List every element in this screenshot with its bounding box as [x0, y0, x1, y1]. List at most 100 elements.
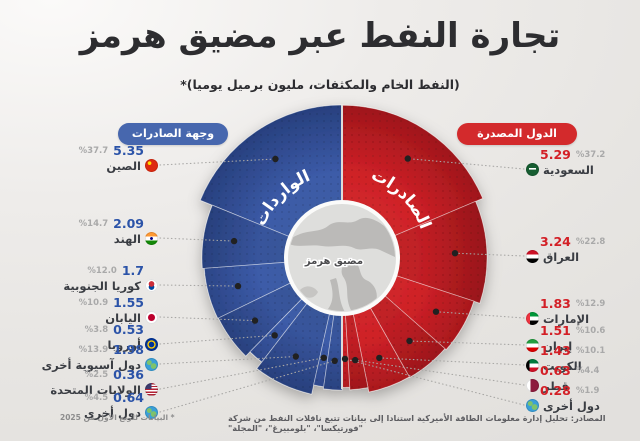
country-percent: %2.5 — [84, 369, 109, 380]
country-item-right-4: 1.43 %10.1 الكويت — [526, 343, 640, 373]
country-flag-icon — [526, 163, 539, 176]
country-item-left-6: 0.36 %2.5 الولايات المتحدة — [28, 367, 158, 397]
country-value-row: 0.63 %4.4 — [526, 363, 640, 378]
country-value-row: 0.53 %3.8 — [28, 322, 158, 337]
country-name: الصين — [106, 158, 141, 173]
country-value-row: 0.28 %1.9 — [526, 383, 640, 398]
country-percent: %12.0 — [87, 265, 117, 276]
country-value: 1.7 — [121, 263, 144, 278]
country-name-row: قطر — [526, 378, 640, 393]
country-flag-icon — [145, 232, 158, 245]
country-value-row: 0.64 %4.5 — [28, 390, 158, 405]
country-flag-icon — [526, 250, 539, 263]
country-name: الكويت — [543, 358, 582, 373]
country-value: 1.83 — [540, 296, 571, 311]
country-name: دول آسيوية أخرى — [41, 357, 141, 372]
country-flag-icon — [526, 339, 539, 352]
country-name-row: الصين — [28, 158, 158, 173]
country-percent: %37.7 — [78, 145, 109, 156]
country-item-right-5: 0.63 %4.4 قطر — [526, 363, 640, 393]
leader-line — [435, 311, 525, 319]
leader-line — [344, 358, 525, 406]
country-item-left-5: 1.98 %13.9 دول آسيوية أخرى — [28, 342, 158, 372]
country-value: 1.43 — [540, 343, 571, 358]
country-percent: %10.1 — [575, 345, 606, 356]
rose-wedges — [199, 104, 488, 395]
country-name: إيران — [543, 338, 573, 353]
country-item-left-7: 0.64 %4.5 دول أخرى — [28, 390, 158, 420]
country-item-right-6: 0.28 %1.9 دول أخرى — [526, 383, 640, 413]
country-value: 1.98 — [113, 342, 144, 357]
leader-line — [159, 334, 276, 345]
country-item-left-4: 0.53 %3.8 أوروبا — [28, 322, 158, 352]
leader-line — [378, 357, 525, 366]
country-value: 5.29 — [540, 147, 571, 162]
source-line: المصادر: تحليل إدارة معلومات الطاقة الأم… — [228, 413, 606, 433]
footnote: * البيانات للربع الأول من 2025 — [60, 413, 175, 422]
country-name: السعودية — [543, 162, 594, 177]
country-value-row: 1.98 %13.9 — [28, 342, 158, 357]
leader-dot — [404, 155, 411, 162]
country-name: اليابان — [105, 310, 141, 325]
country-name-row: الهند — [28, 231, 158, 246]
country-value-row: 1.83 %12.9 — [526, 296, 640, 311]
country-value-row: 5.29 %37.2 — [526, 147, 640, 162]
country-value: 5.35 — [113, 143, 144, 158]
country-value: 1.55 — [113, 295, 144, 310]
leader-dot — [376, 354, 383, 362]
exporters-header-badge: الدول المصدرة — [457, 123, 577, 145]
country-name: دول أخرى — [84, 405, 141, 420]
country-percent: %14.7 — [78, 218, 109, 229]
country-percent: %13.9 — [78, 344, 109, 355]
page-title: تجارة النفط عبر مضيق هرمز — [79, 16, 561, 56]
leader-dot — [230, 237, 238, 245]
country-flag-icon — [145, 338, 158, 351]
leader-line — [454, 252, 525, 257]
country-percent: %3.8 — [84, 324, 109, 335]
leader-line — [407, 158, 525, 170]
country-name: كوريا الجنوبية — [63, 278, 141, 293]
country-name: العراق — [543, 249, 580, 264]
country-name: الولايات المتحدة — [50, 382, 141, 397]
country-value: 1.51 — [540, 323, 571, 338]
leader-dot — [234, 282, 242, 290]
country-name: الإمارات — [543, 311, 590, 326]
leader-dot — [432, 308, 440, 315]
country-percent: %12.9 — [575, 298, 606, 309]
leader-dot — [272, 155, 279, 163]
country-name-row: كوريا الجنوبية — [28, 278, 158, 293]
country-name: قطر — [543, 378, 569, 393]
leader-dot — [352, 356, 359, 364]
country-name-row: أوروبا — [28, 337, 158, 352]
country-value: 0.64 — [113, 390, 144, 405]
country-value-row: 1.43 %10.1 — [526, 343, 640, 358]
country-value: 2.09 — [113, 216, 144, 231]
country-value-row: 1.51 %10.6 — [526, 323, 640, 338]
country-name: دول أخرى — [543, 398, 600, 413]
country-item-right-2: 1.83 %12.9 الإمارات — [526, 296, 640, 326]
country-percent: %10.6 — [575, 325, 606, 336]
country-name-row: الإمارات — [526, 311, 640, 326]
country-value: 0.53 — [113, 322, 144, 337]
leader-line — [159, 284, 239, 287]
country-item-left-3: 1.55 %10.9 اليابان — [28, 295, 158, 325]
leader-line — [159, 316, 256, 322]
leader-dot — [271, 332, 278, 339]
country-flag-icon — [526, 312, 539, 325]
leader-line — [159, 237, 235, 242]
country-value: 3.24 — [540, 234, 571, 249]
country-name-row: دول أخرى — [526, 398, 640, 413]
country-name-row: الولايات المتحدة — [28, 382, 158, 397]
country-name-row: دول آسيوية أخرى — [28, 357, 158, 372]
page-subtitle: (النفط الخام والمكثفات، مليون برميل يومي… — [180, 77, 460, 92]
leader-dot — [251, 317, 259, 324]
leader-line — [159, 158, 276, 166]
country-flag-icon — [145, 358, 158, 371]
leader-line — [159, 360, 336, 413]
country-flag-icon — [145, 159, 158, 172]
country-name-row: السعودية — [526, 162, 640, 177]
leader-dot — [331, 357, 338, 364]
country-flag-icon — [526, 379, 539, 392]
